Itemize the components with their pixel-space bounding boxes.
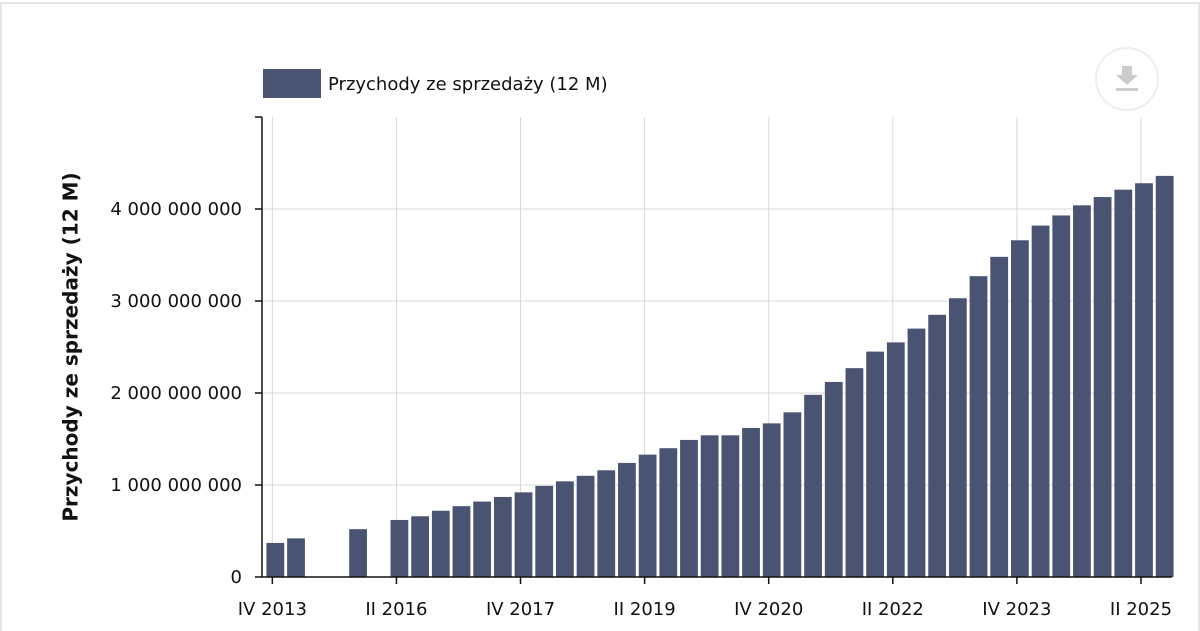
bar — [597, 470, 616, 577]
bar — [824, 381, 843, 577]
bar — [990, 256, 1009, 577]
bar — [804, 394, 822, 577]
x-tick-label: IV 2013 — [238, 599, 307, 620]
x-tick-label: IV 2017 — [486, 599, 555, 620]
bar — [762, 423, 781, 577]
bar — [1052, 215, 1071, 577]
y-axis-title: Przychody ze sprzedaży (12 M) — [59, 172, 83, 521]
download-button[interactable] — [1095, 47, 1159, 111]
bar — [721, 435, 740, 577]
y-tick-label: 4 000 000 000 — [110, 199, 242, 220]
bar — [742, 427, 760, 577]
bar — [390, 519, 409, 577]
y-tick-label: 0 — [231, 567, 242, 588]
bar — [1114, 189, 1133, 577]
x-tick-label: II 2016 — [365, 599, 427, 620]
bar — [618, 462, 636, 577]
bar — [638, 454, 657, 577]
bar — [1010, 240, 1029, 577]
y-tick-label: 2 000 000 000 — [110, 383, 242, 404]
bar — [576, 475, 595, 577]
bar — [907, 328, 926, 577]
bar — [493, 496, 512, 577]
bar — [659, 448, 678, 577]
bar — [783, 412, 802, 577]
bar — [1155, 175, 1174, 577]
bar — [928, 314, 947, 577]
x-tick-label: IV 2023 — [982, 599, 1051, 620]
bar — [287, 538, 305, 577]
bar — [411, 516, 430, 577]
bar — [452, 506, 471, 577]
bar — [948, 298, 967, 577]
bar — [1031, 225, 1050, 577]
bar — [1093, 197, 1112, 578]
bar — [555, 481, 574, 577]
bar — [886, 342, 905, 577]
bar — [1135, 183, 1153, 578]
download-bar[interactable] — [1116, 88, 1138, 91]
x-tick-label: II 2022 — [862, 599, 924, 620]
download-icon[interactable] — [1116, 66, 1138, 85]
bar — [473, 501, 492, 577]
bar — [969, 276, 988, 577]
bar — [266, 542, 285, 577]
bar — [845, 368, 864, 577]
bar — [700, 435, 719, 577]
bar — [535, 485, 554, 577]
x-tick-label: IV 2020 — [734, 599, 803, 620]
bar — [1073, 205, 1091, 577]
legend-label: Przychody ze sprzedaży (12 M) — [328, 74, 608, 95]
legend-swatch — [263, 69, 321, 98]
y-tick-label: 3 000 000 000 — [110, 291, 242, 312]
bar — [680, 439, 698, 577]
bar — [866, 351, 885, 577]
bar — [431, 510, 450, 577]
x-tick-label: II 2025 — [1110, 599, 1172, 620]
y-tick-label: 1 000 000 000 — [110, 475, 242, 496]
bar — [514, 492, 533, 577]
bar — [349, 529, 367, 577]
x-tick-label: II 2019 — [614, 599, 676, 620]
